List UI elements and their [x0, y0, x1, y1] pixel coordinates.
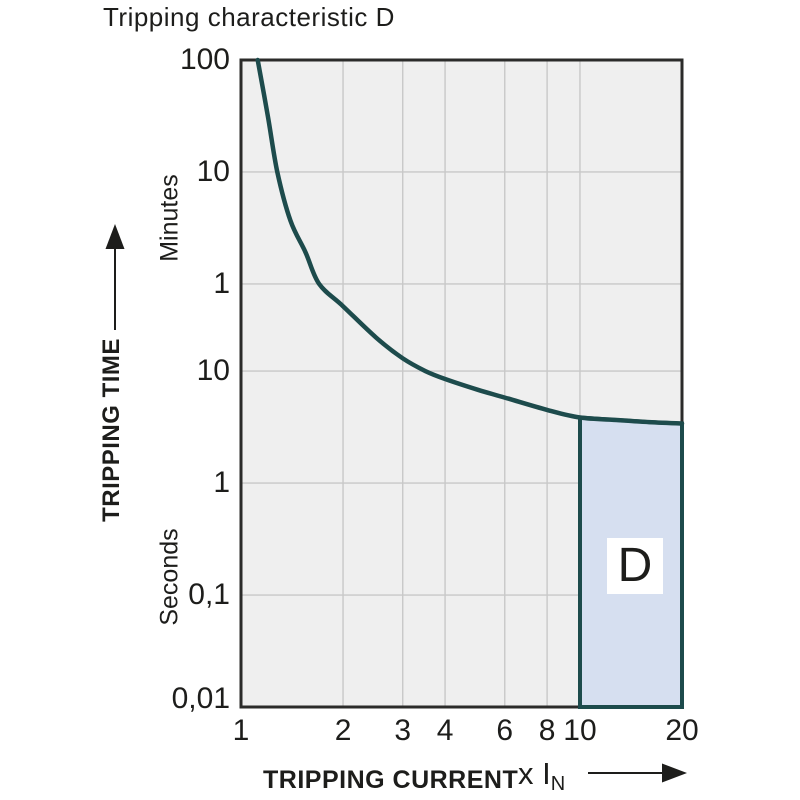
- x-tick-label-3: 3: [394, 714, 412, 747]
- up-arrow-icon: [105, 224, 125, 330]
- plot-frame: [239, 58, 684, 709]
- region-d-label: D: [617, 539, 653, 592]
- y-tick-label-1s: 1: [213, 466, 230, 500]
- x-axis-multiplier: x IN: [518, 756, 565, 796]
- y-tick-label-1min: 1: [213, 266, 230, 300]
- y-axis-unit-seconds: Seconds: [155, 528, 184, 626]
- x-tick-label-2: 2: [334, 714, 352, 747]
- x-axis-multiplier-text: x I: [518, 756, 551, 791]
- x-tick-label-20: 20: [665, 714, 699, 747]
- x-tick-label-8: 8: [538, 714, 556, 747]
- y-axis-unit-minutes: Minutes: [155, 174, 184, 262]
- y-tick-label-001s: 0,01: [171, 682, 230, 715]
- x-tick-label-10: 10: [563, 714, 597, 747]
- y-tick-label-01s: 0,1: [188, 578, 230, 612]
- x-tick-label-6: 6: [496, 714, 514, 747]
- x-axis-title: TRIPPING CURRENT: [263, 766, 519, 794]
- y-tick-label-10s: 10: [196, 354, 230, 388]
- region-d-label-box: D: [607, 538, 663, 594]
- y-tick-label-10min: 10: [196, 154, 230, 188]
- x-tick-label-4: 4: [436, 714, 454, 747]
- right-arrow-icon: [588, 763, 687, 783]
- x-axis-multiplier-subscript: N: [550, 773, 566, 795]
- x-tick-label-1: 1: [232, 714, 250, 747]
- y-axis-title: TRIPPING TIME: [98, 338, 125, 522]
- chart-title: Tripping characteristic D: [103, 2, 395, 32]
- tripping-curve: [255, 57, 685, 426]
- y-tick-label-100min: 100: [179, 43, 230, 76]
